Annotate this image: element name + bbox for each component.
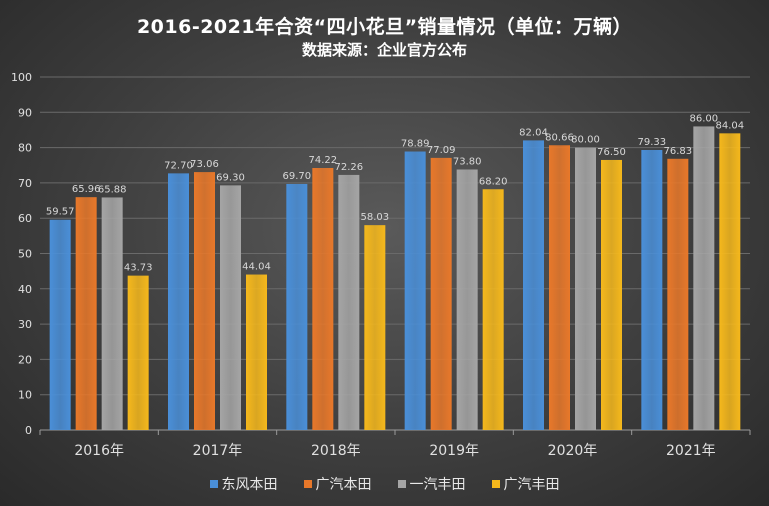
bar (220, 185, 241, 430)
data-label: 79.33 (638, 137, 667, 148)
y-tick-label: 30 (18, 318, 32, 331)
data-label: 74.22 (309, 155, 338, 166)
bar (246, 274, 267, 430)
y-tick-label: 40 (18, 283, 32, 296)
x-tick-label: 2019年 (429, 443, 479, 459)
legend-label: 广汽丰田 (503, 477, 560, 493)
x-tick-label: 2016年 (74, 443, 124, 459)
bar (404, 151, 426, 430)
bar (456, 169, 478, 430)
bar (364, 225, 386, 430)
legend-label: 东风本田 (221, 477, 278, 493)
x-tick-label: 2020年 (548, 443, 598, 459)
y-tick-label: 90 (18, 106, 32, 119)
bar (286, 183, 308, 430)
chart-legend: 东风本田 广汽本田 一汽丰田 广汽丰田 (0, 474, 769, 494)
bar (49, 219, 71, 430)
bar (430, 157, 452, 430)
legend-item: 一汽丰田 (397, 474, 466, 494)
y-tick-label: 80 (18, 142, 32, 155)
data-label: 58.03 (361, 212, 390, 223)
legend-item: 广汽本田 (303, 474, 372, 494)
bar (482, 189, 504, 430)
data-label: 43.73 (124, 263, 153, 274)
bar (523, 140, 544, 430)
data-label: 68.20 (479, 176, 508, 187)
chart-subtitle: 数据来源：企业官方公布 (301, 41, 467, 59)
legend-swatch (303, 480, 312, 488)
bar (641, 149, 663, 431)
bar (194, 172, 215, 430)
y-tick-label: 50 (18, 248, 32, 261)
bar (667, 158, 689, 430)
y-tick-label: 0 (25, 424, 32, 437)
data-label: 44.04 (242, 262, 271, 273)
x-tick-label: 2018年 (311, 443, 361, 459)
y-tick-label: 100 (11, 71, 32, 84)
x-tick-label: 2017年 (193, 443, 243, 459)
legend-swatch (209, 480, 218, 488)
legend-swatch (397, 480, 406, 488)
data-label: 59.57 (46, 207, 75, 218)
data-label: 80.66 (545, 132, 574, 143)
y-tick-label: 10 (18, 389, 32, 402)
bar (549, 145, 570, 430)
legend-item: 东风本田 (209, 474, 278, 494)
data-label: 86.00 (690, 113, 719, 124)
legend-label: 广汽本田 (315, 477, 372, 493)
data-label: 78.89 (401, 139, 430, 150)
data-label: 80.00 (571, 135, 600, 146)
data-label: 73.80 (453, 156, 482, 167)
data-label: 76.83 (664, 146, 693, 157)
bar (693, 126, 715, 431)
data-label: 65.96 (72, 184, 101, 195)
data-label: 73.06 (190, 159, 219, 170)
bar (601, 159, 622, 430)
bar (127, 275, 149, 430)
x-tick-label: 2021年 (666, 443, 716, 459)
legend-item: 广汽丰田 (491, 474, 560, 494)
bar (575, 147, 596, 430)
bar (168, 173, 189, 430)
data-label: 72.26 (335, 162, 364, 173)
data-label: 82.04 (519, 127, 548, 138)
data-label: 77.09 (427, 145, 456, 156)
y-tick-label: 70 (18, 177, 32, 190)
bar (719, 133, 741, 430)
y-tick-label: 60 (18, 212, 32, 225)
y-tick-label: 20 (18, 353, 32, 366)
data-label: 72.70 (164, 160, 193, 171)
data-label: 69.30 (216, 172, 245, 183)
legend-label: 一汽丰田 (409, 477, 466, 493)
data-label: 65.88 (98, 184, 127, 195)
bar (75, 197, 97, 430)
bar (101, 197, 123, 430)
bar (338, 174, 360, 430)
legend-swatch (491, 480, 500, 488)
data-label: 69.70 (283, 171, 312, 182)
chart-title: 2016-2021年合资“四小花旦”销量情况（单位：万辆） (136, 16, 633, 38)
data-label: 84.04 (716, 120, 745, 131)
data-label: 76.50 (597, 147, 626, 158)
bar (312, 168, 334, 430)
